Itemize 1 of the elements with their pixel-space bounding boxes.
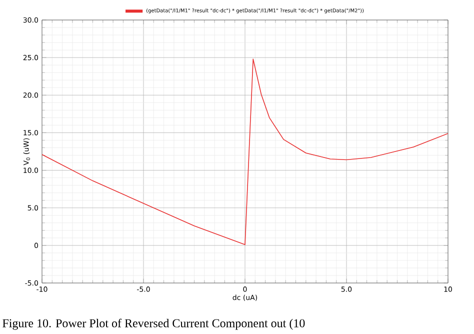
caption: Figure 10. Power Plot of Reversed Current Component out (10 xyxy=(2,318,305,330)
